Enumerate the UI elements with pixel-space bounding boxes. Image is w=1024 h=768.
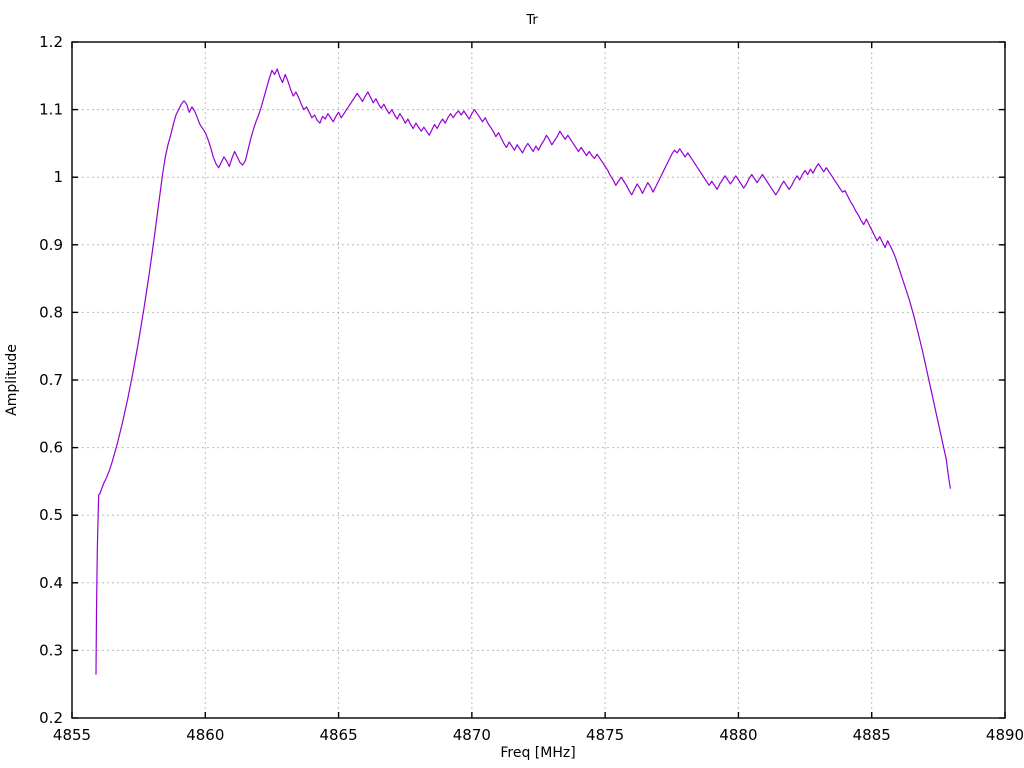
x-tick-label: 4885 (853, 726, 891, 744)
x-tick-label: 4890 (986, 726, 1024, 744)
y-tick-label: 0.6 (39, 439, 63, 457)
y-tick-label: 0.5 (39, 506, 63, 524)
x-tick-labels: 4855 4860 4865 4870 4875 4880 4885 4890 (53, 726, 1024, 744)
grid-lines (72, 42, 1005, 718)
x-tick-label: 4880 (719, 726, 757, 744)
y-tick-label: 0.7 (39, 371, 63, 389)
data-series-layer (95, 68, 951, 675)
y-tick-label: 0.3 (39, 641, 63, 659)
x-tick-label: 4875 (586, 726, 624, 744)
y-tick-label: 1 (53, 168, 63, 186)
y-tick-label: 0.8 (39, 303, 63, 321)
y-tick-label: 1.1 (39, 101, 63, 119)
x-tick-label: 4855 (53, 726, 91, 744)
y-tick-labels: 0.2 0.3 0.4 0.5 0.6 0.7 0.8 0.9 1 1.1 1.2 (39, 33, 63, 727)
y-tick-label: 0.4 (39, 574, 63, 592)
x-tick-label: 4860 (186, 726, 224, 744)
x-tick-label: 4870 (453, 726, 491, 744)
tick-marks (71, 41, 1006, 719)
chart-title: Tr (525, 13, 538, 28)
x-axis-title: Freq [MHz] (500, 745, 575, 761)
series-line-tr (95, 68, 951, 675)
x-tick-label: 4865 (319, 726, 357, 744)
y-tick-label: 0.2 (39, 709, 63, 727)
y-tick-label: 1.2 (39, 33, 63, 51)
y-axis-title: Amplitude (4, 344, 20, 416)
y-tick-label: 0.9 (39, 236, 63, 254)
